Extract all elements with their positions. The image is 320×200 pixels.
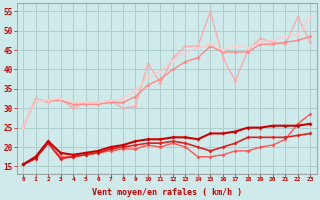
X-axis label: Vent moyen/en rafales ( km/h ): Vent moyen/en rafales ( km/h ) [92, 188, 242, 197]
